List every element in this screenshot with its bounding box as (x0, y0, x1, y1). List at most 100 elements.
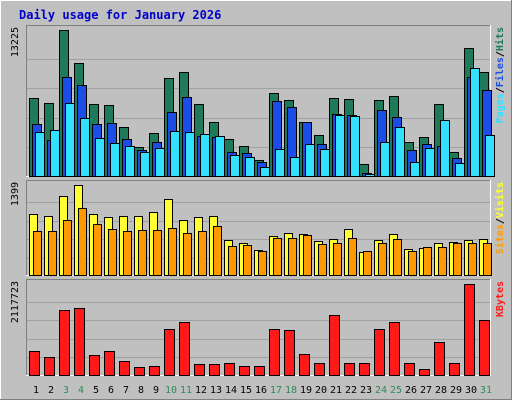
max-value-label-bottom: 2117723 (10, 281, 21, 323)
bar-sites-day-23 (363, 251, 372, 276)
x-tick-label-day-7: 7 (123, 385, 129, 396)
x-tick-label-day-26: 26 (405, 385, 417, 396)
bar-pages-day-11 (185, 132, 195, 177)
bar-kbytes-day-2 (44, 357, 55, 376)
x-tick-label-day-9: 9 (153, 385, 159, 396)
x-tick-label-day-2: 2 (48, 385, 54, 396)
bar-sites-day-18 (288, 238, 297, 276)
x-tick-label-day-12: 12 (195, 385, 207, 396)
panel-middle: 1399 Sites/Visits (10, 180, 506, 276)
x-tick-label-day-17: 17 (270, 385, 282, 396)
legend-item-pages: Pages (495, 93, 506, 123)
bar-pages-day-9 (155, 148, 165, 177)
panel-bottom: 2117723 KBytes (10, 279, 506, 376)
x-tick-label-day-18: 18 (285, 385, 297, 396)
bar-kbytes-day-11 (179, 322, 190, 376)
bar-sites-day-27 (423, 247, 432, 276)
bar-sites-day-14 (228, 246, 237, 276)
chart-panels: 13225Pages/Files/Hits1399Sites/Visits211… (10, 25, 506, 376)
legend-item-kbytes: KBytes (495, 281, 506, 317)
x-tick-label-day-19: 19 (300, 385, 312, 396)
bar-kbytes-day-15 (239, 366, 250, 376)
bar-sites-day-26 (408, 251, 417, 276)
bar-kbytes-day-22 (344, 363, 355, 376)
bar-pages-day-6 (110, 143, 120, 177)
bar-kbytes-day-20 (314, 363, 325, 376)
bar-sites-day-9 (153, 230, 162, 276)
bar-kbytes-day-6 (104, 351, 115, 376)
bar-kbytes-day-3 (59, 310, 70, 376)
x-tick-label-day-27: 27 (420, 385, 432, 396)
bar-kbytes-day-27 (419, 369, 430, 376)
x-tick-label-day-4: 4 (78, 385, 84, 396)
bar-pages-day-25 (395, 127, 405, 177)
bar-sites-day-11 (183, 233, 192, 276)
bar-sites-day-29 (453, 243, 462, 276)
x-tick-label-day-3: 3 (63, 385, 69, 396)
bar-kbytes-day-30 (464, 284, 475, 376)
bar-pages-day-12 (200, 134, 210, 177)
bar-sites-day-25 (393, 239, 402, 276)
chart-title: Daily usage for January 2026 (19, 8, 221, 22)
legend-item-sites: Sites (494, 224, 506, 254)
x-tick-label-day-31: 31 (480, 385, 492, 396)
legend-item-hits: Hits (494, 27, 506, 51)
bar-kbytes-day-18 (284, 330, 295, 376)
bar-kbytes-day-23 (359, 363, 370, 376)
bar-sites-day-7 (123, 231, 132, 276)
bar-pages-day-30 (470, 68, 480, 177)
x-tick-label-day-11: 11 (180, 385, 192, 396)
bar-kbytes-day-25 (389, 322, 400, 376)
bar-kbytes-day-5 (89, 355, 100, 376)
bar-pages-day-1 (35, 132, 45, 177)
x-tick-label-day-24: 24 (375, 385, 387, 396)
bar-pages-day-15 (245, 157, 255, 177)
legend-separator: / (495, 51, 506, 57)
bar-pages-day-18 (290, 157, 300, 177)
max-value-label-middle: 1399 (10, 182, 21, 206)
bar-pages-day-5 (95, 138, 105, 177)
bar-sites-day-2 (48, 231, 57, 276)
bar-sites-day-6 (108, 229, 117, 276)
x-tick-label-day-1: 1 (33, 385, 39, 396)
bar-pages-day-19 (305, 144, 315, 177)
bar-sites-day-31 (483, 243, 492, 276)
bar-kbytes-day-17 (269, 329, 280, 376)
bar-pages-day-24 (380, 142, 390, 177)
bar-sites-day-16 (258, 251, 267, 276)
bar-pages-day-14 (230, 155, 240, 177)
bar-kbytes-day-28 (434, 342, 445, 376)
bar-kbytes-day-31 (479, 320, 490, 376)
bar-pages-day-31 (485, 135, 495, 177)
x-tick-label-day-21: 21 (330, 385, 342, 396)
legend-item-files: Files (494, 57, 506, 87)
x-tick-label-day-25: 25 (390, 385, 402, 396)
bar-pages-day-8 (140, 152, 150, 177)
bar-kbytes-day-4 (74, 308, 85, 376)
max-value-label-top: 13225 (10, 27, 21, 57)
legend-separator: / (495, 87, 506, 93)
bar-kbytes-day-19 (299, 354, 310, 376)
bar-sites-day-15 (243, 245, 252, 276)
bar-sites-day-3 (63, 220, 72, 276)
legend-item-visits: Visits (494, 182, 506, 218)
bar-kbytes-day-10 (164, 329, 175, 376)
x-tick-label-day-28: 28 (435, 385, 447, 396)
bar-sites-day-24 (378, 243, 387, 276)
bar-pages-day-3 (65, 103, 75, 177)
x-tick-label-day-20: 20 (315, 385, 327, 396)
bar-sites-day-8 (138, 230, 147, 276)
bar-sites-day-19 (303, 235, 312, 276)
bar-kbytes-day-1 (29, 351, 40, 376)
legend-top: Pages/Files/Hits (494, 27, 506, 123)
x-tick-label-day-30: 30 (465, 385, 477, 396)
bar-sites-day-5 (93, 224, 102, 276)
bar-pages-day-29 (455, 163, 465, 177)
x-tick-label-day-8: 8 (138, 385, 144, 396)
bar-pages-day-7 (125, 146, 135, 177)
legend-middle: Sites/Visits (494, 182, 506, 254)
bar-kbytes-day-8 (134, 367, 145, 376)
